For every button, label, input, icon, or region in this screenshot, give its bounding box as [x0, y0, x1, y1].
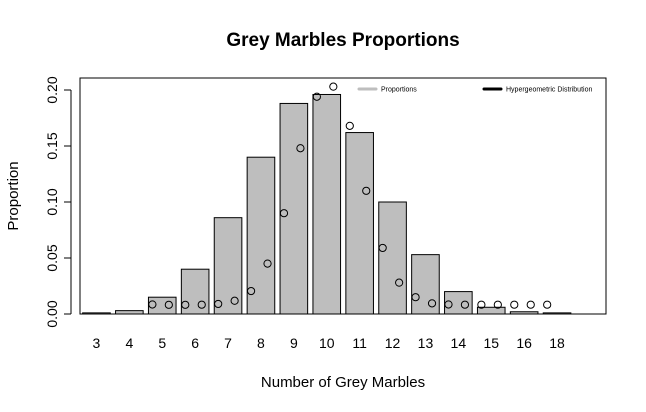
- data-point: [197, 300, 206, 309]
- x-axis-tick-labels: 3 4 5 6 7 8 9 10 11 12 13 14 15 16 18: [93, 335, 565, 351]
- x-tick-label: 10: [319, 335, 335, 351]
- y-tick-label: 0.20: [44, 76, 60, 103]
- x-tick-label: 5: [158, 335, 166, 351]
- x-tick-label: 11: [352, 335, 367, 351]
- x-tick-label: 16: [516, 335, 532, 351]
- data-point: [477, 300, 486, 309]
- chart-title: Grey Marbles Proportions: [226, 30, 459, 51]
- data-point: [493, 300, 502, 309]
- bar-4: [115, 310, 144, 315]
- legend: Proportions Hypergeometric Distribution: [357, 87, 592, 94]
- data-point: [510, 300, 519, 309]
- data-point: [214, 299, 223, 309]
- data-point: [444, 300, 453, 309]
- x-tick-label: 13: [418, 335, 434, 351]
- legend-label-hypergeometric: Hypergeometric Distribution: [506, 87, 592, 94]
- data-point: [378, 243, 387, 253]
- x-tick-label: 7: [224, 335, 232, 351]
- data-point: [246, 286, 256, 296]
- y-axis: 0.00 0.05 0.10 0.15 0.20: [44, 76, 72, 328]
- y-tick-label: 0.00: [44, 300, 60, 327]
- data-point: [312, 92, 321, 101]
- data-point: [543, 300, 552, 309]
- y-axis-label: Proportion: [5, 161, 22, 230]
- data-point: [427, 299, 437, 308]
- data-point: [263, 259, 272, 268]
- x-tick-label: 6: [191, 335, 199, 351]
- x-tick-label: 9: [290, 335, 298, 351]
- x-tick-label: 3: [93, 335, 101, 351]
- bar-10: [312, 93, 342, 315]
- x-tick-label: 4: [125, 335, 133, 351]
- data-point: [181, 300, 190, 309]
- data-point: [395, 278, 404, 287]
- data-point: [329, 82, 338, 91]
- y-tick-label: 0.15: [44, 132, 60, 159]
- y-tick-label: 0.05: [44, 244, 60, 271]
- data-point: [296, 144, 305, 153]
- data-point: [279, 209, 289, 218]
- bar-6: [180, 268, 210, 315]
- x-tick-label: 12: [385, 335, 401, 351]
- data-point: [164, 300, 173, 309]
- plot-frame: [79, 77, 607, 315]
- x-axis-label: Number of Grey Marbles: [261, 374, 425, 391]
- bar-12: [378, 201, 407, 315]
- legend-label-proportions: Proportions: [381, 87, 417, 94]
- data-point: [526, 300, 535, 309]
- x-tick-label: 14: [451, 335, 467, 351]
- bar-11: [345, 132, 374, 315]
- data-point: [148, 300, 157, 309]
- bar-9: [279, 102, 309, 315]
- data-point: [230, 296, 239, 305]
- points-layer: [148, 82, 552, 309]
- data-point: [345, 121, 354, 130]
- y-tick-label: 0.10: [44, 188, 60, 215]
- bar-8: [246, 156, 276, 315]
- data-point: [411, 293, 420, 302]
- x-tick-label: 8: [257, 335, 265, 351]
- x-tick-label: 15: [483, 335, 499, 351]
- bars-layer: [82, 93, 572, 315]
- x-tick-label: 18: [549, 335, 565, 351]
- data-point: [362, 186, 371, 195]
- data-point: [460, 300, 470, 309]
